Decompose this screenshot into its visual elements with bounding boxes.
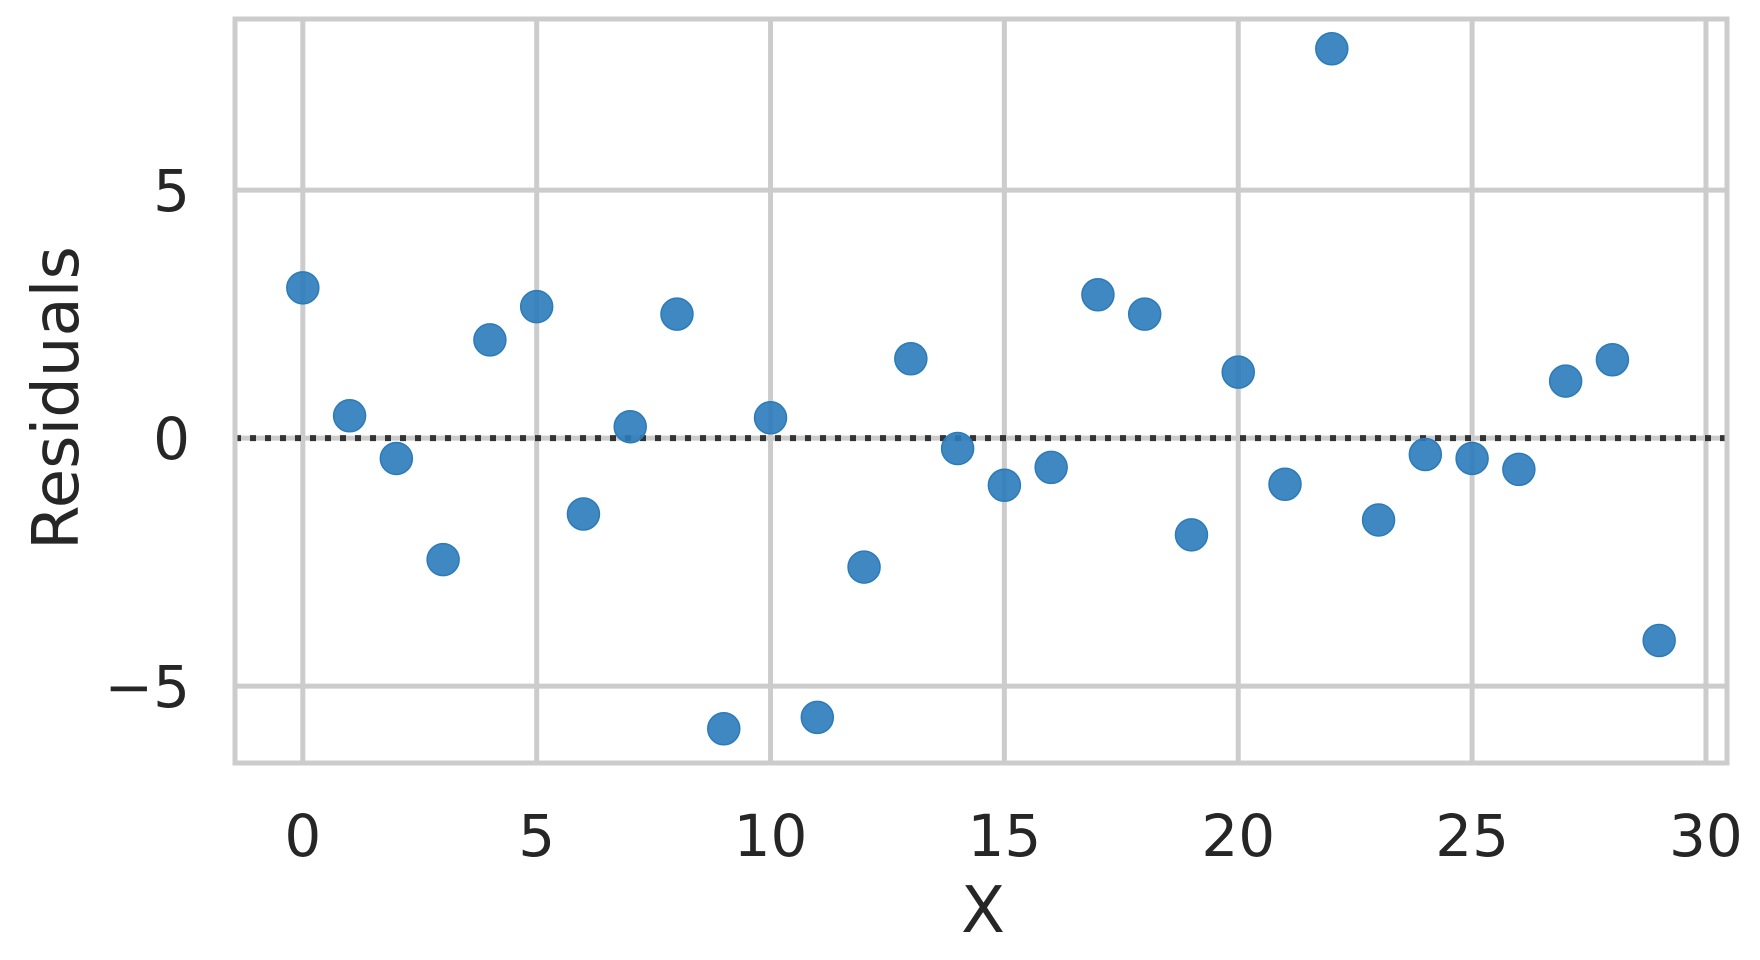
grid-lines <box>235 19 1727 763</box>
data-point <box>800 700 835 735</box>
x-tick-label: 0 <box>284 802 321 870</box>
data-point <box>426 542 460 577</box>
data-point <box>1268 467 1302 501</box>
x-tick-label: 10 <box>734 802 808 870</box>
y-axis-label: Residuals <box>20 246 94 550</box>
data-point <box>613 409 647 444</box>
data-point <box>286 271 320 305</box>
data-point <box>1455 441 1489 476</box>
data-point <box>1548 364 1583 398</box>
data-point <box>847 550 881 584</box>
x-tick-label: 5 <box>518 802 555 870</box>
y-tick-label: 5 <box>153 157 190 225</box>
data-points <box>286 32 1676 746</box>
x-axis-label: X <box>961 874 1005 948</box>
plot-frame <box>232 16 1730 766</box>
data-point <box>566 497 601 531</box>
axes-border <box>232 16 1730 766</box>
y-tick-label: 0 <box>153 405 190 473</box>
y-tick-label: −5 <box>105 653 191 721</box>
data-point <box>987 468 1022 502</box>
x-tick-label: 25 <box>1435 802 1509 870</box>
data-point <box>753 401 788 435</box>
x-tick-label: 15 <box>967 802 1041 870</box>
x-tick-label: 20 <box>1201 802 1275 870</box>
data-point <box>707 712 741 746</box>
data-point <box>519 289 554 324</box>
data-point <box>1221 355 1255 389</box>
x-tick-label: 30 <box>1669 802 1743 870</box>
data-point <box>660 297 694 331</box>
data-point <box>1408 437 1443 472</box>
data-point <box>894 342 928 376</box>
data-point <box>940 431 975 466</box>
data-point <box>473 323 507 357</box>
data-point <box>1595 343 1630 377</box>
data-point <box>332 399 367 433</box>
data-point <box>1642 623 1676 658</box>
data-point <box>1315 32 1349 66</box>
data-point <box>1127 297 1162 331</box>
data-point <box>1034 450 1068 485</box>
data-point <box>379 441 414 476</box>
x-tick-labels: 0 5 10 15 20 25 30 <box>284 802 1742 870</box>
y-tick-labels: −5 0 5 <box>105 157 191 721</box>
data-point <box>1174 518 1209 552</box>
data-point <box>1081 278 1115 312</box>
data-point <box>1361 503 1396 537</box>
data-point <box>1502 452 1536 487</box>
